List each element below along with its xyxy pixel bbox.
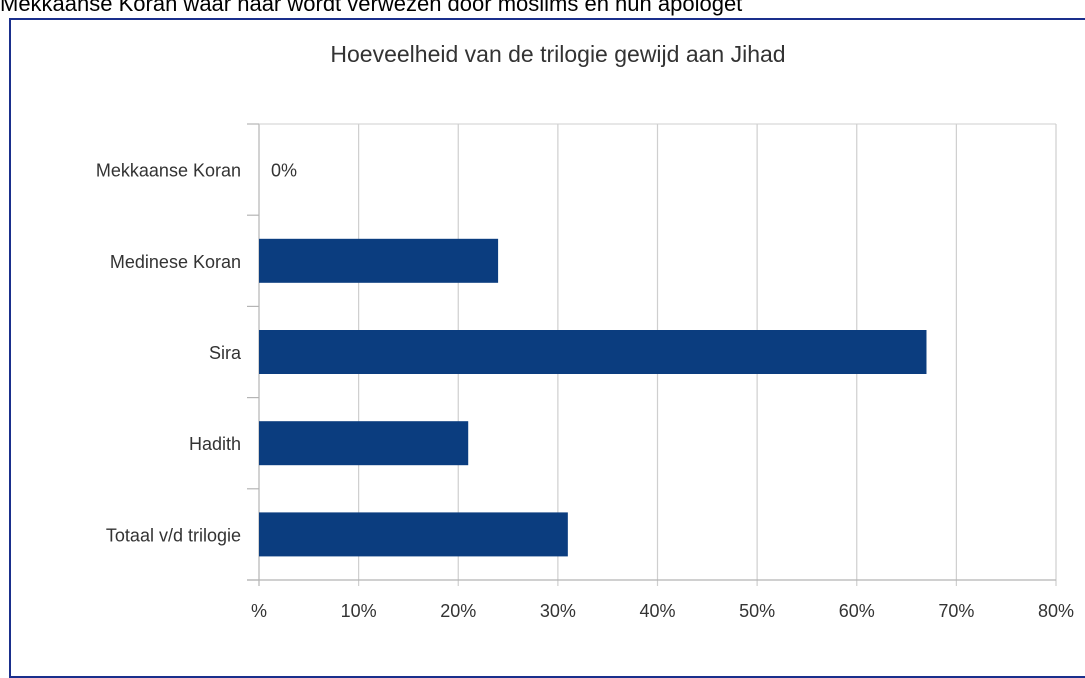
x-tick-label: 40% bbox=[639, 601, 675, 621]
category-label: Sira bbox=[209, 343, 242, 363]
bar-totaal-v-d-trilogie bbox=[259, 512, 568, 557]
x-tick-label: 10% bbox=[341, 601, 377, 621]
category-label: Totaal v/d trilogie bbox=[106, 525, 241, 545]
x-tick-label: 60% bbox=[839, 601, 875, 621]
x-tick-label: 70% bbox=[938, 601, 974, 621]
bars bbox=[259, 238, 927, 557]
x-tick-label: 50% bbox=[739, 601, 775, 621]
x-tick-label: 20% bbox=[440, 601, 476, 621]
x-tick-label: % bbox=[251, 601, 267, 621]
category-label: Hadith bbox=[189, 434, 241, 454]
category-label: Mekkaanse Koran bbox=[96, 161, 241, 181]
x-tick-label: 80% bbox=[1038, 601, 1074, 621]
x-tick-labels: % 10% 20% 30% 40% 50% 60% 70% 80% bbox=[251, 601, 1074, 621]
category-label: Medinese Koran bbox=[110, 252, 241, 272]
data-label: 0% bbox=[271, 161, 297, 181]
bar-sira bbox=[259, 330, 927, 374]
x-tick-label: 30% bbox=[540, 601, 576, 621]
page-caption: Mekkaanse Koran waar naar wordt verwezen… bbox=[0, 0, 743, 16]
bar-medinese-koran bbox=[259, 238, 499, 283]
bar-hadith bbox=[259, 421, 469, 466]
chart-title: Hoeveelheid van de trilogie gewijd aan J… bbox=[330, 41, 785, 67]
category-labels: Mekkaanse Koran 0% Medinese Koran Sira Hadit… bbox=[96, 161, 297, 546]
jihad-bar-chart: Hoeveelheid van de trilogie gewijd aan J… bbox=[96, 41, 1074, 621]
